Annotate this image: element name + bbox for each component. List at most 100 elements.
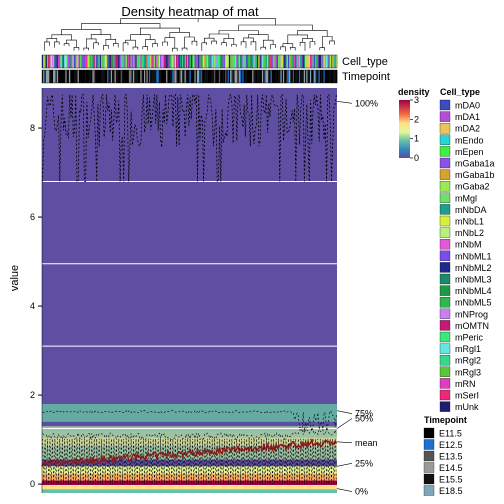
cell-type-legend: Cell_type mDA0mDA1mDA2mEndomEpenmGaba1am… bbox=[439, 87, 495, 412]
dendrogram-branch bbox=[46, 38, 58, 42]
timepoint-cell bbox=[237, 70, 239, 83]
cell-type-legend-swatch-24 bbox=[439, 378, 451, 389]
timepoint-cell bbox=[311, 70, 313, 83]
timepoint-cell bbox=[182, 70, 184, 83]
timepoint-cell bbox=[118, 70, 120, 83]
cell-type-cell bbox=[309, 55, 312, 68]
cell-type-cell bbox=[144, 55, 146, 68]
cell-type-cell bbox=[252, 55, 254, 68]
cell-type-cell bbox=[88, 55, 91, 68]
timepoint-cell bbox=[317, 70, 319, 83]
timepoint-cell bbox=[263, 70, 265, 83]
cell-type-cell bbox=[81, 55, 83, 68]
cell-type-cell bbox=[264, 55, 267, 68]
cell-type-cell bbox=[201, 55, 204, 68]
y-tick-label-1: 2 bbox=[30, 390, 35, 400]
timepoint-cell bbox=[280, 70, 282, 83]
cell-type-cell bbox=[103, 55, 105, 68]
cell-type-cell bbox=[290, 55, 292, 68]
timepoint-cell bbox=[292, 70, 295, 83]
timepoint-cell bbox=[226, 70, 228, 83]
timepoint-cell bbox=[313, 70, 316, 83]
cell-type-cell bbox=[212, 55, 215, 68]
cell-type-cell bbox=[307, 55, 310, 68]
cell-type-legend-title: Cell_type bbox=[440, 87, 480, 97]
timepoint-cell bbox=[114, 70, 117, 83]
timepoint-cell bbox=[210, 70, 212, 83]
timepoint-cell bbox=[125, 70, 128, 83]
timepoint-cell bbox=[55, 70, 58, 83]
dendrogram-branch bbox=[250, 41, 257, 51]
cell-type-cell bbox=[152, 55, 155, 68]
timepoint-cell bbox=[183, 70, 185, 83]
quantile-line-25 bbox=[42, 438, 337, 485]
timepoint-cell bbox=[67, 70, 70, 83]
cell-type-legend-swatch-9 bbox=[439, 204, 451, 215]
cell-type-legend-label-12: mNbM bbox=[455, 240, 482, 250]
quantile-label-2: 50% bbox=[355, 413, 373, 423]
dendrogram-branch bbox=[51, 34, 72, 41]
cell-type-cell bbox=[147, 55, 150, 68]
timepoint-legend-label-2: E13.5 bbox=[439, 452, 463, 462]
cell-type-cell bbox=[116, 55, 119, 68]
timepoint-cell bbox=[132, 70, 135, 83]
cell-type-cell bbox=[263, 55, 265, 68]
timepoint-cell bbox=[217, 70, 220, 83]
cell-type-cell bbox=[43, 55, 45, 68]
quantile-label-4: 25% bbox=[355, 458, 373, 468]
density-legend-tick-label-1: 2 bbox=[414, 114, 419, 124]
cell-type-cell bbox=[102, 55, 104, 68]
timepoint-legend-swatch-4 bbox=[423, 473, 435, 485]
mean-point bbox=[115, 456, 118, 459]
cell-type-cell bbox=[190, 55, 193, 68]
cell-type-legend-label-17: mNbML5 bbox=[455, 298, 492, 308]
mean-point bbox=[126, 453, 129, 457]
cell-type-cell bbox=[273, 55, 275, 68]
cell-type-cell bbox=[48, 55, 50, 68]
cell-type-cell bbox=[258, 55, 260, 68]
dendrogram-branch bbox=[240, 41, 247, 49]
dendrogram-branch bbox=[299, 42, 306, 51]
timepoint-cell bbox=[105, 70, 108, 83]
timepoint-cell bbox=[282, 70, 285, 83]
cell-type-cell bbox=[69, 55, 71, 68]
density-legend-tick-label-0: 3 bbox=[414, 95, 419, 105]
dendrogram-branch bbox=[125, 39, 136, 48]
cell-type-legend-label-26: mUnk bbox=[455, 402, 479, 412]
y-axis: 0 2 4 6 8 bbox=[30, 88, 43, 493]
timepoint-cell bbox=[312, 70, 314, 83]
timepoint-cell bbox=[151, 70, 153, 83]
cell-type-cell bbox=[216, 55, 219, 68]
timepoint-cell bbox=[227, 70, 230, 83]
mean-point bbox=[203, 449, 207, 452]
timepoint-cell bbox=[80, 70, 82, 83]
timepoint-cell bbox=[266, 70, 269, 83]
mean-point bbox=[229, 450, 232, 453]
mean-point bbox=[325, 439, 328, 443]
mean-point bbox=[225, 446, 229, 449]
timepoint-cell bbox=[69, 70, 71, 83]
timepoint-cell bbox=[334, 70, 337, 83]
timepoint-cell bbox=[83, 70, 86, 83]
cell-type-cell bbox=[51, 55, 54, 68]
timepoint-cell bbox=[322, 70, 324, 83]
timepoint-cell bbox=[295, 70, 297, 83]
dendrogram-branch bbox=[113, 43, 119, 48]
cell-type-cell bbox=[223, 55, 226, 68]
timepoint-cell bbox=[168, 70, 171, 83]
timepoint-cell bbox=[112, 70, 114, 83]
timepoint-cell bbox=[110, 70, 113, 83]
timepoint-cell bbox=[135, 70, 137, 83]
mean-point bbox=[118, 456, 122, 460]
cell-type-cell bbox=[163, 55, 166, 68]
cell-type-cell bbox=[321, 55, 323, 68]
timepoint-cell bbox=[230, 70, 232, 83]
timepoint-annotation-label: Timepoint bbox=[342, 71, 390, 83]
cell-type-cell bbox=[233, 55, 236, 68]
cell-type-cell bbox=[161, 55, 163, 68]
mean-point bbox=[321, 442, 325, 445]
mean-point bbox=[48, 459, 52, 462]
timepoint-cell bbox=[81, 70, 83, 83]
cell-type-cell bbox=[44, 55, 46, 68]
density-band-mid bbox=[42, 426, 337, 438]
